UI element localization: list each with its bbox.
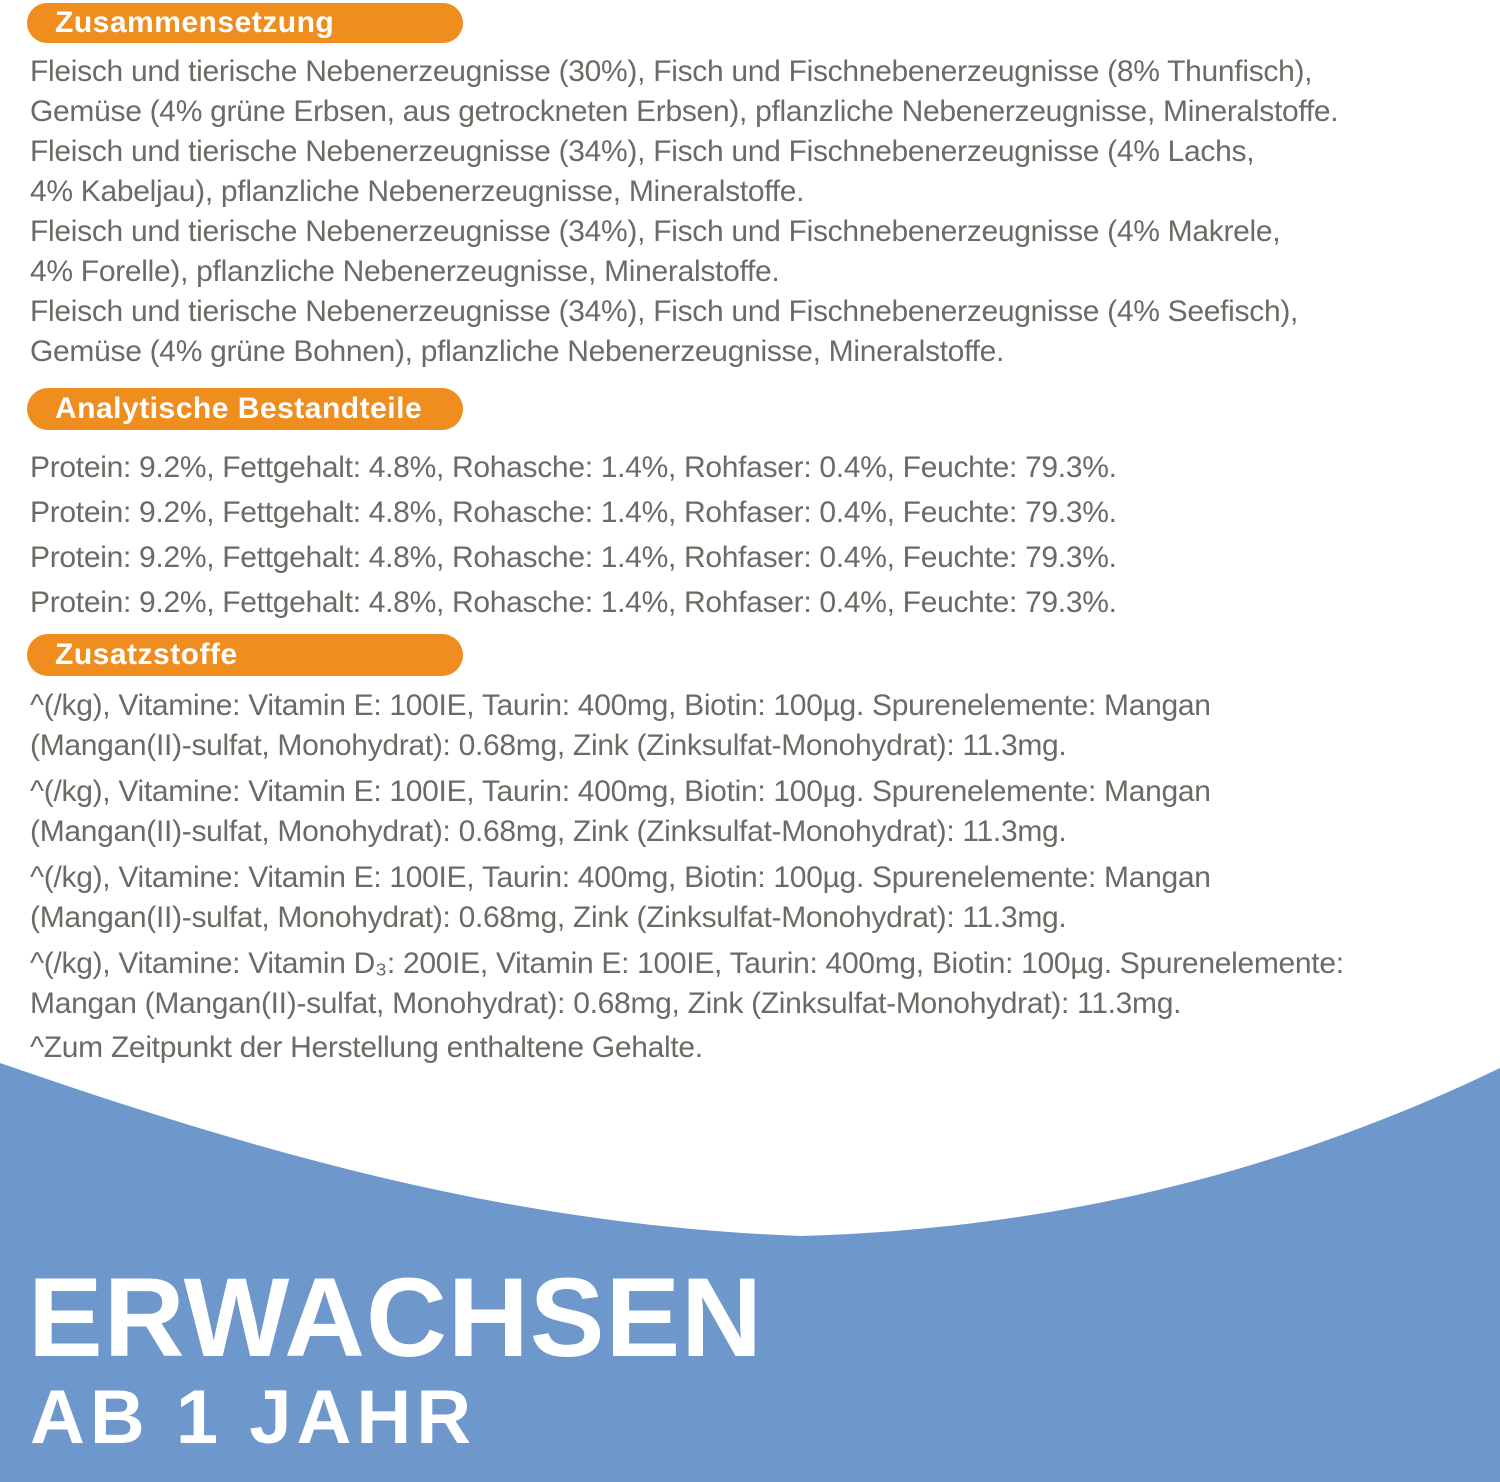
composition-line: 4% Kabeljau), pflanzliche Nebenerzeugnis… (30, 175, 805, 208)
additives-line: (Mangan(II)-sulfat, Monohydrat): 0.68mg,… (30, 901, 1067, 934)
composition-line: Fleisch und tierische Nebenerzeugnisse (… (30, 135, 1255, 168)
additives-paragraph: ^(/kg), Vitamine: Vitamin E: 100IE, Taur… (30, 686, 1344, 766)
additives-line: ^(/kg), Vitamine: Vitamin E: 100IE, Taur… (30, 689, 1211, 722)
section-header-additives: Zusatzstoffe (27, 634, 463, 676)
composition-text-block: Fleisch und tierische Nebenerzeugnisse (… (30, 52, 1339, 372)
additives-paragraph: ^(/kg), Vitamine: Vitamin E: 100IE, Taur… (30, 858, 1344, 938)
additives-line: Mangan (Mangan(II)-sulfat, Monohydrat): … (30, 987, 1182, 1020)
manufacturing-footnote: ^Zum Zeitpunkt der Herstellung enthalten… (30, 1031, 703, 1064)
analytical-line: Protein: 9.2%, Fettgehalt: 4.8%, Rohasch… (30, 586, 1117, 619)
additives-paragraph: ^(/kg), Vitamine: Vitamin E: 100IE, Taur… (30, 772, 1344, 852)
additives-line: ^(/kg), Vitamine: Vitamin E: 100IE, Taur… (30, 861, 1211, 894)
additives-line: ^(/kg), Vitamine: Vitamin D₃: 200IE, Vit… (30, 947, 1344, 980)
additives-text-block: ^(/kg), Vitamine: Vitamin E: 100IE, Taur… (30, 686, 1344, 1024)
composition-line: Gemüse (4% grüne Bohnen), pflanzliche Ne… (30, 335, 1005, 368)
analytical-text-block: Protein: 9.2%, Fettgehalt: 4.8%, Rohasch… (30, 445, 1117, 625)
analytical-line: Protein: 9.2%, Fettgehalt: 4.8%, Rohasch… (30, 451, 1117, 484)
additives-line: (Mangan(II)-sulfat, Monohydrat): 0.68mg,… (30, 729, 1067, 762)
blue-curve-shape (0, 1063, 1500, 1482)
banner-title-erwachsen: ERWACHSEN (28, 1255, 764, 1380)
composition-line: Fleisch und tierische Nebenerzeugnisse (… (30, 55, 1313, 88)
section-header-analytical-constituents: Analytische Bestandteile (27, 388, 463, 430)
additives-line: (Mangan(II)-sulfat, Monohydrat): 0.68mg,… (30, 815, 1067, 848)
composition-line: Gemüse (4% grüne Erbsen, aus getrocknete… (30, 95, 1339, 128)
analytical-line: Protein: 9.2%, Fettgehalt: 4.8%, Rohasch… (30, 541, 1117, 574)
additives-paragraph: ^(/kg), Vitamine: Vitamin D₃: 200IE, Vit… (30, 944, 1344, 1024)
banner-subtitle-age: AB 1 JAHR (30, 1375, 477, 1460)
composition-line: Fleisch und tierische Nebenerzeugnisse (… (30, 295, 1299, 328)
additives-line: ^(/kg), Vitamine: Vitamin E: 100IE, Taur… (30, 775, 1211, 808)
composition-line: Fleisch und tierische Nebenerzeugnisse (… (30, 215, 1281, 248)
section-header-composition: Zusammensetzung (27, 3, 463, 43)
analytical-line: Protein: 9.2%, Fettgehalt: 4.8%, Rohasch… (30, 496, 1117, 529)
composition-line: 4% Forelle), pflanzliche Nebenerzeugniss… (30, 255, 780, 288)
